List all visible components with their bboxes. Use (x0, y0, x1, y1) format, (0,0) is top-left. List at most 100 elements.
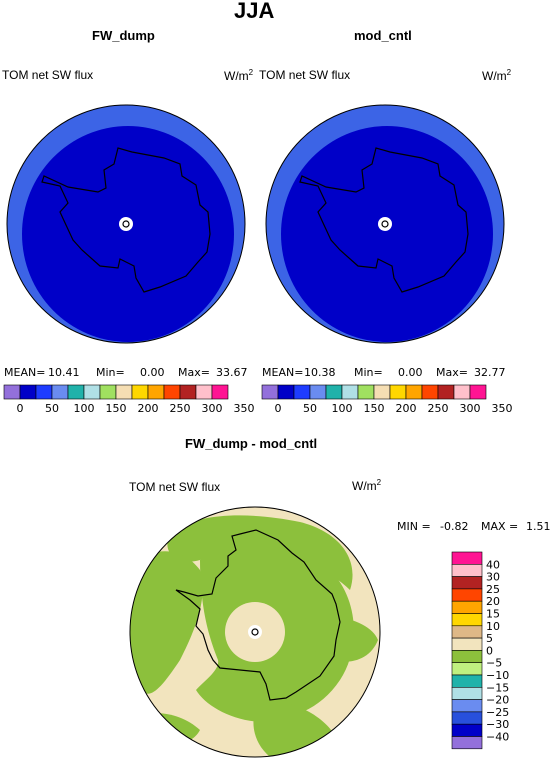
colorbar2-swatch-8 (389, 384, 407, 400)
panel2-field (281, 126, 493, 342)
colorbar2-swatch-11 (437, 384, 455, 400)
panel1-variable: TOM net SW flux (2, 68, 94, 82)
panel3-neg-region-6 (300, 616, 378, 662)
colorbar2-label-5: 250 (428, 402, 449, 415)
panel3-title: FW_dump - mod_cntl (185, 436, 318, 451)
colorbar1-label-0: 0 (17, 402, 24, 415)
panel3-border (129, 506, 381, 758)
colorbar2-swatch-1 (277, 384, 295, 400)
panel2-max-label: Max= (436, 366, 468, 379)
colorbar1-swatch-7 (115, 384, 133, 400)
colorbar3-swatch-10 (451, 674, 483, 688)
colorbar3-swatch-0 (451, 551, 483, 565)
colorbar2-swatch-3 (309, 384, 327, 400)
colorbar2-swatch-10 (421, 384, 439, 400)
panel1-min-label: Min= (96, 366, 125, 379)
colorbar2-label-2: 100 (332, 402, 353, 415)
panel2-min-label: Min= (354, 366, 383, 379)
colorbar1-label-7: 350 (234, 402, 255, 415)
colorbar3-swatch-7 (451, 637, 483, 651)
colorbar3-label-14: −40 (486, 731, 509, 744)
panel2-min-value: 0.00 (398, 366, 423, 379)
colorbar1-label-6: 300 (202, 402, 223, 415)
panel3-pole-mark (251, 628, 259, 636)
panel2-mean-value: 10.38 (304, 366, 336, 379)
panel3-neg-region-2 (130, 551, 203, 694)
colorbar3-label-5: 10 (486, 620, 500, 633)
panel3-max-value: 1.51 (526, 520, 551, 533)
colorbar3-label-10: −15 (486, 681, 509, 694)
panel1-max-value: 33.67 (216, 366, 248, 379)
colorbar2-swatch-6 (357, 384, 375, 400)
colorbar3-swatch-11 (451, 686, 483, 700)
colorbar3-swatch-1 (451, 563, 483, 577)
panel2-max-value: 32.77 (474, 366, 506, 379)
panel3-outline (175, 529, 341, 701)
colorbar3-swatch-9 (451, 662, 483, 676)
colorbar1-swatch-9 (147, 384, 165, 400)
colorbar3-label-4: 15 (486, 608, 500, 621)
panel1-mean-value: 10.41 (48, 366, 80, 379)
colorbar2-swatch-0 (261, 384, 279, 400)
panel2-units: W/m2 (482, 68, 512, 83)
colorbar3-swatch-4 (451, 600, 483, 614)
colorbar2-label-3: 150 (364, 402, 385, 415)
colorbar1-swatch-4 (67, 384, 85, 400)
colorbar1-swatch-5 (83, 384, 101, 400)
colorbar1-swatch-0 (3, 384, 21, 400)
colorbar3-label-8: −5 (486, 657, 502, 670)
colorbar3-swatch-6 (451, 625, 483, 639)
panel1-max-label: Max= (178, 366, 210, 379)
colorbar2-label-1: 50 (303, 402, 317, 415)
colorbar1-label-1: 50 (45, 402, 59, 415)
colorbar2-label-7: 350 (492, 402, 513, 415)
colorbar1-label-2: 100 (74, 402, 95, 415)
colorbar3-label-12: −25 (486, 706, 509, 719)
panel3-pole-white (248, 625, 262, 639)
panel3-variable: TOM net SW flux (129, 480, 221, 494)
panel3-max-label: MAX = (481, 520, 519, 533)
colorbar2-swatch-5 (341, 384, 359, 400)
colorbar1-swatch-11 (179, 384, 197, 400)
colorbar3-label-1: 30 (486, 571, 500, 584)
colorbar1-swatch-2 (35, 384, 53, 400)
colorbar3-label-0: 40 (486, 558, 500, 571)
panel1-pole-white (119, 217, 133, 231)
colorbar2-swatch-2 (293, 384, 311, 400)
colorbar1-label-3: 150 (106, 402, 127, 415)
colorbar1-label-5: 250 (170, 402, 191, 415)
panel2-border (265, 104, 505, 344)
colorbar3-label-7: 0 (486, 644, 493, 657)
colorbar1-swatch-10 (163, 384, 181, 400)
colorbar1-swatch-13 (211, 384, 229, 400)
colorbar3-swatch-14 (451, 723, 483, 737)
panel1-units: W/m2 (224, 68, 254, 83)
colorbar3-label-2: 25 (486, 583, 500, 596)
panel1-border (6, 104, 246, 344)
colorbar3-label-6: 5 (486, 632, 493, 645)
panel1-outline (41, 147, 211, 293)
colorbar3-label-11: −20 (486, 694, 509, 707)
panel3-min-value: -0.82 (440, 520, 469, 533)
colorbar3-swatch-5 (451, 613, 483, 627)
colorbar2-label-6: 300 (460, 402, 481, 415)
colorbar3-label-9: −10 (486, 669, 509, 682)
colorbar2-swatch-9 (405, 384, 423, 400)
colorbar3-swatch-15 (451, 736, 483, 750)
colorbar3-swatch-3 (451, 588, 483, 602)
panel2-mean-label: MEAN= (262, 366, 304, 379)
colorbar1-swatch-6 (99, 384, 117, 400)
panel2-variable: TOM net SW flux (259, 68, 351, 82)
colorbar3-swatch-8 (451, 650, 483, 664)
colorbar2-swatch-12 (453, 384, 471, 400)
colorbar3-label-3: 20 (486, 595, 500, 608)
colorbar1-swatch-3 (51, 384, 69, 400)
colorbar3-swatch-2 (451, 576, 483, 590)
panel1-mean-label: MEAN= (4, 366, 46, 379)
panel3-min-label: MIN = (397, 520, 431, 533)
panel3-neg-region-7 (192, 527, 216, 545)
colorbar2-swatch-7 (373, 384, 391, 400)
colorbar2-label-4: 200 (396, 402, 417, 415)
